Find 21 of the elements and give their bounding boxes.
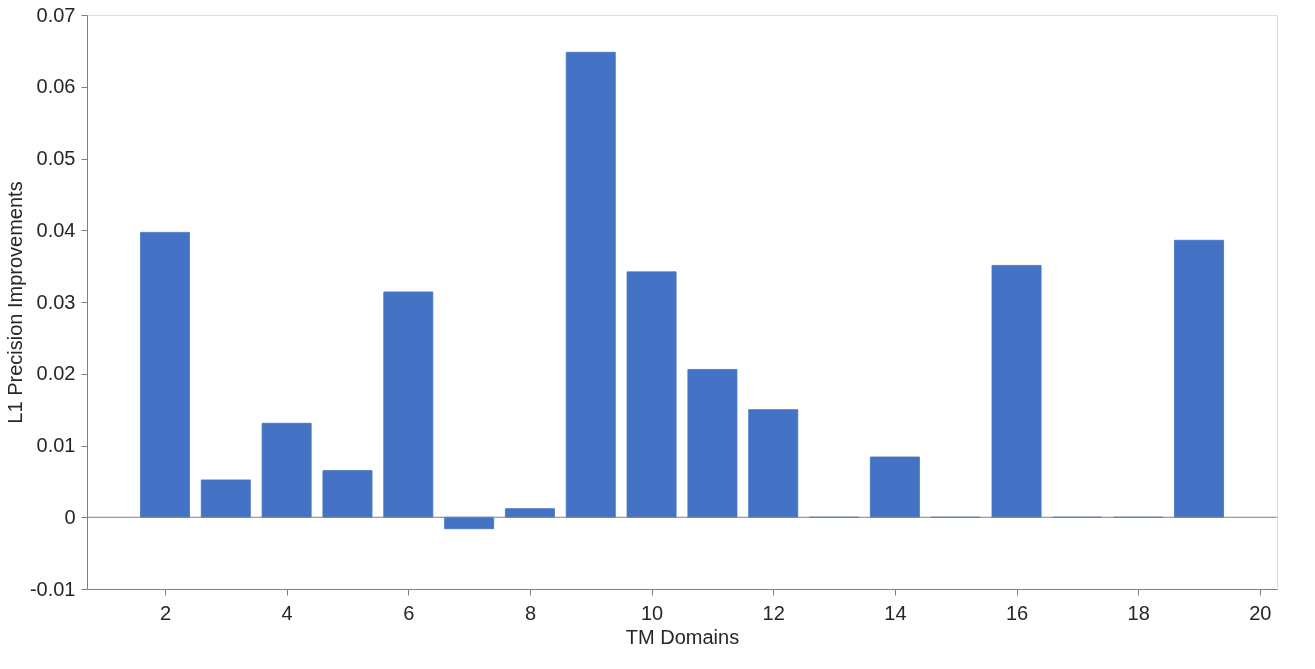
x-tick-label: 8 bbox=[524, 601, 536, 624]
y-tick-label: 0.02 bbox=[36, 362, 76, 385]
y-tick-label: 0.05 bbox=[36, 147, 76, 169]
x-tick-label: 18 bbox=[1127, 601, 1150, 624]
y-tick-label: 0.04 bbox=[36, 218, 76, 241]
x-tick-label: 4 bbox=[281, 601, 293, 624]
y-tick-label: 0.03 bbox=[36, 290, 76, 313]
x-tick-label: 6 bbox=[403, 601, 415, 624]
x-tick-label: 10 bbox=[640, 601, 664, 624]
y-tick-label: 0.01 bbox=[36, 434, 76, 456]
x-tick-label: 20 bbox=[1249, 601, 1272, 624]
y-tick-label: 0 bbox=[64, 505, 76, 528]
y-tick-label: 0.06 bbox=[36, 75, 76, 98]
x-axis-title: TM Domains bbox=[625, 625, 740, 648]
x-tick-label: 12 bbox=[762, 601, 785, 624]
x-tick-label: 14 bbox=[884, 601, 907, 624]
y-tick-label: 0.07 bbox=[36, 3, 76, 26]
x-tick-label: 2 bbox=[159, 601, 172, 624]
x-tick-label: 16 bbox=[1005, 601, 1029, 624]
y-axis-title: L1 Precision Improvements bbox=[3, 181, 26, 424]
y-tick-label: -0.01 bbox=[29, 577, 76, 600]
